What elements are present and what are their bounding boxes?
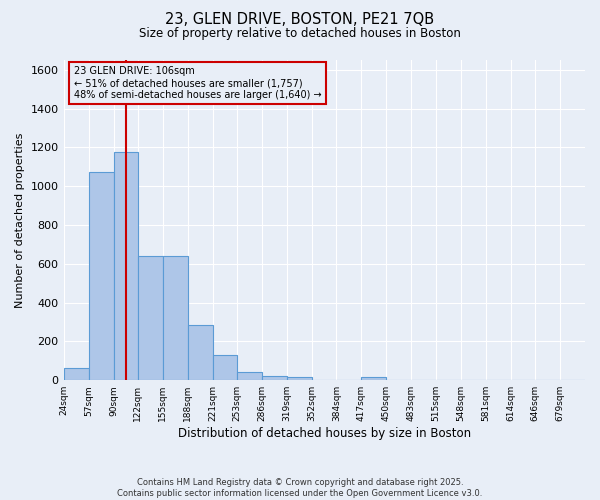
Text: 23, GLEN DRIVE, BOSTON, PE21 7QB: 23, GLEN DRIVE, BOSTON, PE21 7QB bbox=[166, 12, 434, 28]
Bar bbox=[188, 325, 213, 380]
Bar bbox=[237, 372, 262, 380]
Bar bbox=[64, 368, 89, 380]
Bar bbox=[262, 376, 287, 380]
Bar bbox=[213, 355, 237, 380]
Bar bbox=[163, 256, 188, 380]
Y-axis label: Number of detached properties: Number of detached properties bbox=[15, 132, 25, 308]
Text: Size of property relative to detached houses in Boston: Size of property relative to detached ho… bbox=[139, 28, 461, 40]
Bar bbox=[113, 152, 138, 380]
Bar bbox=[89, 172, 113, 380]
Bar bbox=[138, 256, 163, 380]
Bar bbox=[287, 378, 312, 380]
Text: Contains HM Land Registry data © Crown copyright and database right 2025.
Contai: Contains HM Land Registry data © Crown c… bbox=[118, 478, 482, 498]
Text: 23 GLEN DRIVE: 106sqm
← 51% of detached houses are smaller (1,757)
48% of semi-d: 23 GLEN DRIVE: 106sqm ← 51% of detached … bbox=[74, 66, 322, 100]
X-axis label: Distribution of detached houses by size in Boston: Distribution of detached houses by size … bbox=[178, 427, 471, 440]
Bar bbox=[361, 378, 386, 380]
